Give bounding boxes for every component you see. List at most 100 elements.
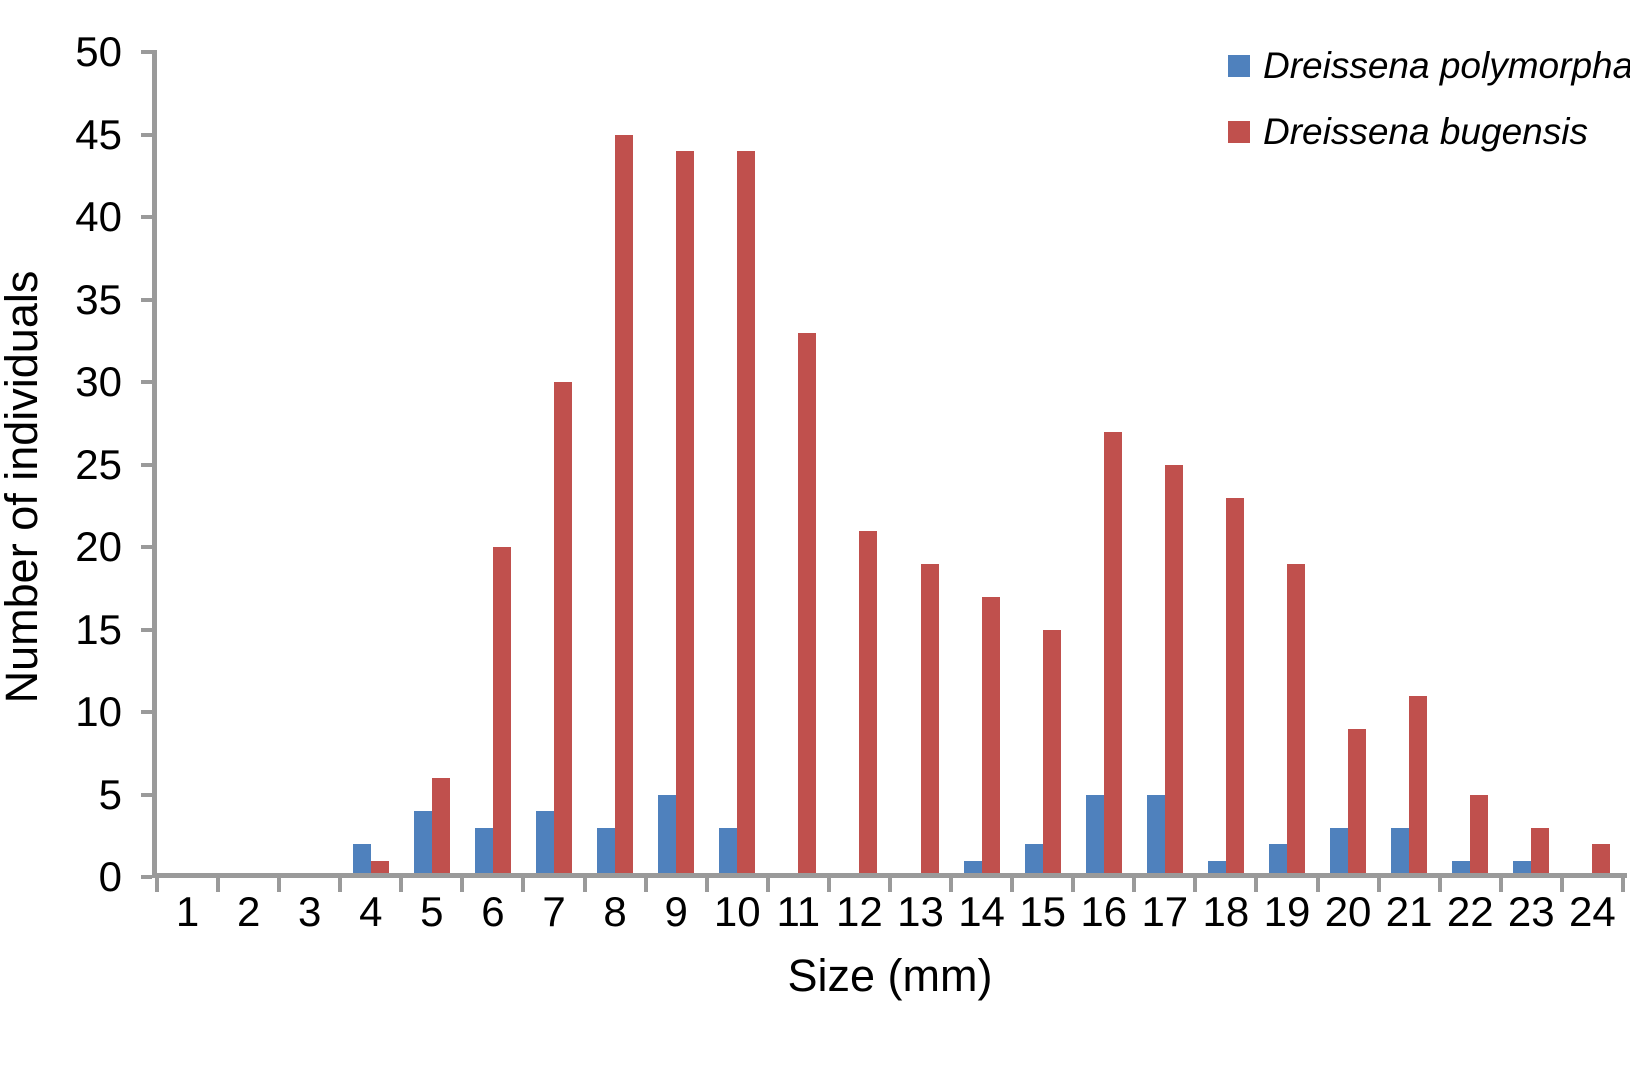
bar-bugensis-13 xyxy=(920,563,939,873)
bar-bugensis-15 xyxy=(1042,629,1061,873)
x-tick-mark xyxy=(582,878,587,892)
x-category-label: 21 xyxy=(1385,888,1433,935)
x-category-label: 4 xyxy=(359,888,383,935)
bar-bugensis-4 xyxy=(370,860,389,873)
bar-bugensis-20 xyxy=(1348,728,1367,873)
x-tick-mark xyxy=(1498,878,1503,892)
x-category-label: 15 xyxy=(1019,888,1066,935)
x-tick-mark xyxy=(277,878,282,892)
y-tick-label: 15 xyxy=(75,605,122,653)
legend-label-bugensis: Dreissena bugensis xyxy=(1263,111,1588,152)
x-tick-mark xyxy=(460,878,465,892)
x-category-label: 23 xyxy=(1507,888,1555,935)
bar-polymorpha-14 xyxy=(963,860,982,873)
y-tick-mark xyxy=(141,627,152,632)
x-category-label: 20 xyxy=(1324,888,1372,935)
x-tick-mark xyxy=(1010,878,1015,892)
legend-swatch-bugensis-icon xyxy=(1228,121,1250,143)
bar-polymorpha-9 xyxy=(658,794,677,873)
bar-polymorpha-7 xyxy=(536,811,555,873)
y-tick-mark xyxy=(141,710,152,714)
y-tick-mark xyxy=(141,297,152,302)
bar-bugensis-14 xyxy=(981,596,1000,873)
bar-polymorpha-21 xyxy=(1391,827,1410,873)
x-category-label: 1 xyxy=(175,888,200,935)
y-tick-label: 20 xyxy=(75,523,122,570)
bar-polymorpha-15 xyxy=(1024,844,1043,873)
bar-bugensis-18 xyxy=(1225,497,1244,873)
y-tick-mark xyxy=(141,792,152,797)
bar-bugensis-10 xyxy=(737,151,756,873)
x-tick-mark xyxy=(521,878,526,892)
x-tick-mark xyxy=(887,878,892,892)
x-category-label: 16 xyxy=(1080,888,1128,935)
y-tick-mark xyxy=(141,462,152,467)
bar-polymorpha-16 xyxy=(1085,794,1104,873)
x-tick-mark xyxy=(216,878,221,892)
legend-label-polymorpha: Dreissena polymorpha xyxy=(1263,45,1630,86)
bar-bugensis-12 xyxy=(859,530,878,873)
legend-item-polymorpha: Dreissena polymorpha xyxy=(1228,42,1630,90)
x-tick-mark xyxy=(1315,878,1320,892)
x-category-label: 24 xyxy=(1569,888,1616,935)
y-tick-label: 50 xyxy=(75,28,122,75)
y-tick-label: 5 xyxy=(98,770,122,818)
x-category-label: 6 xyxy=(481,888,505,935)
y-tick-label: 45 xyxy=(75,110,122,158)
legend-swatch-polymorpha-icon xyxy=(1228,55,1250,77)
x-tick-mark xyxy=(155,878,159,892)
x-category-label: 8 xyxy=(603,888,627,935)
x-tick-mark xyxy=(765,878,770,892)
x-category-label: 14 xyxy=(958,888,1005,935)
x-category-label: 7 xyxy=(542,888,566,935)
x-tick-mark xyxy=(1132,878,1137,892)
bar-bugensis-16 xyxy=(1103,431,1122,873)
x-category-label: 2 xyxy=(236,888,261,935)
bar-polymorpha-17 xyxy=(1146,794,1165,873)
bar-polymorpha-19 xyxy=(1268,844,1287,873)
x-tick-mark xyxy=(704,878,709,892)
bar-bugensis-11 xyxy=(798,332,817,873)
bar-bugensis-7 xyxy=(554,382,573,873)
bar-bugensis-5 xyxy=(431,778,450,873)
x-tick-mark xyxy=(338,878,343,892)
x-tick-mark xyxy=(1437,878,1442,892)
x-tick-mark xyxy=(1193,878,1198,892)
x-category-label: 18 xyxy=(1202,888,1250,935)
bar-bugensis-19 xyxy=(1286,563,1305,873)
y-tick-mark xyxy=(141,875,152,879)
bar-polymorpha-18 xyxy=(1207,860,1226,873)
bar-polymorpha-10 xyxy=(719,827,738,873)
x-tick-mark xyxy=(1620,878,1625,892)
x-tick-mark xyxy=(1254,878,1259,892)
y-axis-line xyxy=(152,50,157,878)
y-tick-mark xyxy=(141,545,152,549)
y-tick-label: 25 xyxy=(75,440,122,488)
y-tick-label: 0 xyxy=(98,853,122,900)
x-category-label: 22 xyxy=(1446,888,1494,935)
x-tick-mark xyxy=(949,878,954,892)
x-axis-line xyxy=(152,873,1627,878)
y-tick-label: 30 xyxy=(75,358,122,405)
bar-bugensis-23 xyxy=(1531,827,1550,873)
x-tick-mark xyxy=(1071,878,1076,892)
y-tick-label: 10 xyxy=(75,688,122,735)
bar-polymorpha-23 xyxy=(1513,860,1532,873)
bar-polymorpha-4 xyxy=(352,844,371,873)
bar-bugensis-6 xyxy=(492,547,511,873)
y-tick-mark xyxy=(141,380,152,384)
bar-bugensis-8 xyxy=(615,134,634,873)
bar-polymorpha-6 xyxy=(474,827,493,873)
x-category-label: 5 xyxy=(420,888,444,935)
bar-bugensis-21 xyxy=(1409,695,1428,873)
y-tick-mark xyxy=(141,132,152,137)
bar-bugensis-24 xyxy=(1592,844,1611,873)
x-category-label: 10 xyxy=(713,888,761,935)
bar-polymorpha-22 xyxy=(1452,860,1471,873)
x-axis-title: Size (mm) xyxy=(787,950,993,1001)
bar-polymorpha-20 xyxy=(1330,827,1349,873)
x-category-label: 9 xyxy=(664,888,688,935)
x-category-label: 12 xyxy=(836,888,883,935)
x-category-label: 17 xyxy=(1141,888,1189,935)
x-tick-mark xyxy=(643,878,648,892)
